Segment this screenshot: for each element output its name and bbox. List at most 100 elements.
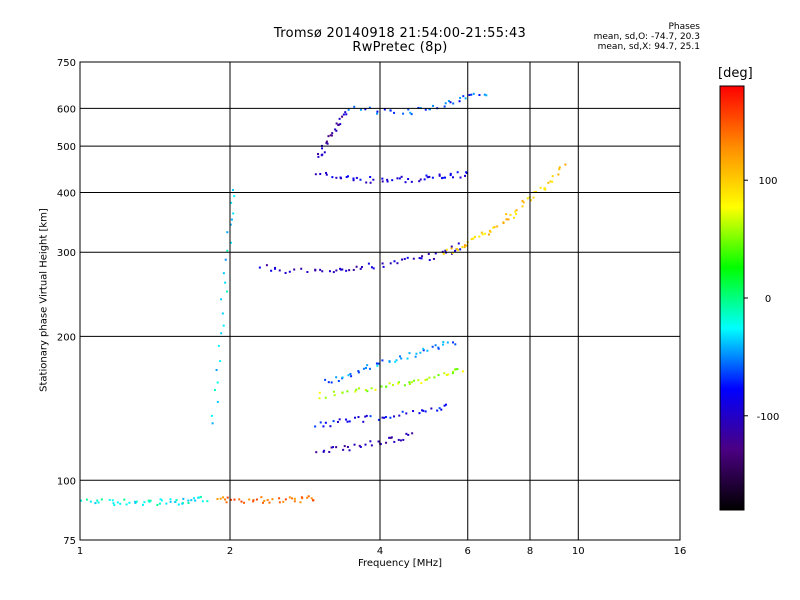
echo-point — [350, 375, 353, 378]
echo-point — [324, 378, 327, 381]
echo-point — [332, 390, 335, 393]
echo-point — [405, 412, 408, 415]
echo-point — [293, 268, 296, 271]
echo-point — [452, 176, 455, 179]
echo-point — [96, 499, 99, 502]
echo-point — [410, 180, 413, 183]
echo-point — [428, 175, 431, 178]
echo-point — [187, 501, 190, 504]
echo-point — [224, 498, 227, 501]
echo-point — [325, 141, 328, 144]
echo-point — [345, 418, 348, 421]
echo-point — [452, 102, 455, 105]
echo-point — [454, 249, 457, 252]
echo-point — [128, 501, 131, 504]
echo-point — [515, 213, 518, 216]
echo-point — [332, 420, 335, 423]
echo-point — [489, 230, 492, 233]
echo-point — [396, 177, 399, 180]
echo-point — [441, 176, 444, 179]
echo-point — [372, 178, 375, 181]
echo-point — [377, 362, 380, 365]
echo-point — [222, 272, 225, 275]
y-tick-label: 200 — [57, 332, 76, 343]
echo-point — [317, 155, 320, 158]
echo-point — [345, 113, 348, 116]
echo-point — [557, 173, 560, 176]
echo-point — [376, 110, 379, 113]
echo-point — [329, 425, 332, 428]
x-tick-label: 4 — [377, 546, 383, 557]
echo-point — [393, 111, 396, 114]
echo-point — [390, 436, 393, 439]
echo-point — [366, 390, 369, 393]
echo-point — [348, 449, 351, 452]
echo-point — [97, 501, 100, 504]
grid-lines — [80, 62, 680, 540]
echo-point — [431, 345, 434, 348]
echo-point — [181, 502, 184, 505]
echo-point — [319, 268, 322, 271]
echo-point — [470, 93, 473, 96]
echo-point — [321, 270, 324, 273]
echo-point — [450, 245, 453, 248]
echo-point — [329, 134, 332, 137]
echo-point — [314, 269, 317, 272]
y-tick-label: 750 — [57, 58, 76, 69]
echo-point — [421, 409, 424, 412]
echo-point — [400, 357, 403, 360]
x-tick-label: 10 — [572, 546, 585, 557]
echo-point — [194, 499, 197, 502]
echo-point — [437, 347, 440, 350]
echo-point — [321, 147, 324, 150]
echo-point — [314, 425, 317, 428]
echo-point — [370, 266, 373, 269]
echo-point — [300, 496, 303, 499]
echo-point — [111, 499, 114, 502]
echo-point — [492, 226, 495, 229]
echo-point — [415, 352, 418, 355]
echo-point — [377, 440, 380, 443]
echo-point — [441, 343, 444, 346]
echo-point — [335, 446, 338, 449]
colorbar-tick-label: -100 — [757, 412, 780, 423]
echo-point — [192, 497, 195, 500]
echo-point — [346, 390, 349, 393]
echo-point — [381, 177, 384, 180]
echo-point — [438, 174, 441, 177]
echo-point — [418, 180, 421, 183]
echo-point — [230, 201, 233, 204]
echo-point — [338, 418, 341, 421]
echo-point — [386, 178, 389, 181]
echo-point — [364, 388, 367, 391]
echo-point — [487, 233, 490, 236]
echo-point — [420, 257, 423, 260]
echo-point — [370, 387, 373, 390]
echo-point — [231, 189, 234, 192]
echo-point — [80, 499, 83, 502]
echo-point — [547, 181, 550, 184]
echo-point — [426, 176, 429, 179]
echo-point — [463, 244, 466, 247]
echo-point — [365, 414, 368, 417]
echo-point — [165, 502, 168, 505]
echo-point — [300, 267, 303, 270]
echo-point — [509, 213, 512, 216]
echo-point — [459, 96, 462, 99]
echo-point — [370, 444, 373, 447]
echo-point — [233, 498, 236, 501]
echo-point — [436, 409, 439, 412]
echo-point — [558, 168, 561, 171]
echo-point — [391, 179, 394, 182]
echo-point — [393, 415, 396, 418]
echo-point — [182, 497, 185, 500]
echo-point — [211, 422, 214, 425]
echo-point — [411, 432, 414, 435]
echo-point — [456, 368, 459, 371]
echo-point — [159, 498, 162, 501]
echo-point — [255, 498, 258, 501]
echo-point — [335, 176, 338, 179]
echo-point — [367, 262, 370, 265]
echo-point — [347, 175, 350, 178]
echo-point — [94, 502, 97, 505]
